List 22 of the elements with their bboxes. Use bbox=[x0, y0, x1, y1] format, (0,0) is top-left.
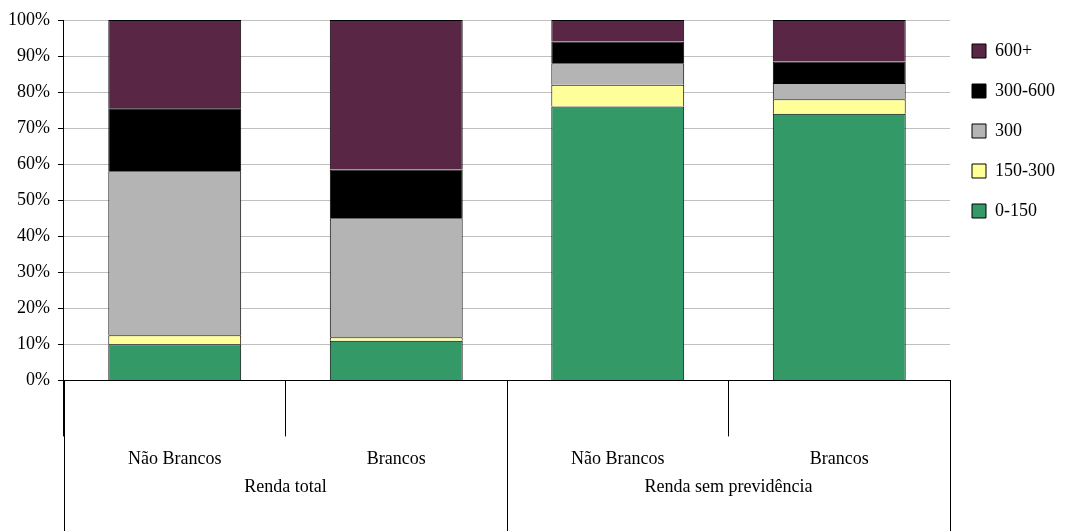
text: Renda sem previdência bbox=[644, 476, 813, 497]
text: Renda total bbox=[244, 476, 327, 497]
y-tick-label: 60% bbox=[16, 152, 50, 173]
legend-label: 300-600 bbox=[995, 79, 1056, 100]
x-tick-label: Brancos bbox=[366, 447, 426, 468]
legend-label: 150-300 bbox=[995, 159, 1056, 180]
y-tick-label: 0% bbox=[25, 369, 50, 390]
y-tick-label: 70% bbox=[16, 116, 50, 137]
x-tick-label: Brancos bbox=[809, 447, 869, 468]
y-tick-label: 30% bbox=[16, 261, 50, 282]
x-tick-label: Não Brancos bbox=[571, 447, 665, 468]
y-tick-label: 100% bbox=[7, 8, 50, 29]
legend-label: 300 bbox=[995, 119, 1023, 140]
y-tick-label: 20% bbox=[16, 297, 50, 318]
y-tick-label: 80% bbox=[16, 80, 50, 101]
x-tick-label: Não Brancos bbox=[128, 447, 222, 468]
y-tick-label: 40% bbox=[16, 224, 50, 245]
y-tick-label: 50% bbox=[16, 188, 50, 209]
legend-label: 0-150 bbox=[995, 199, 1038, 220]
y-tick-label: 10% bbox=[16, 333, 50, 354]
legend-label: 600+ bbox=[995, 39, 1033, 60]
y-tick-label: 90% bbox=[16, 44, 50, 65]
